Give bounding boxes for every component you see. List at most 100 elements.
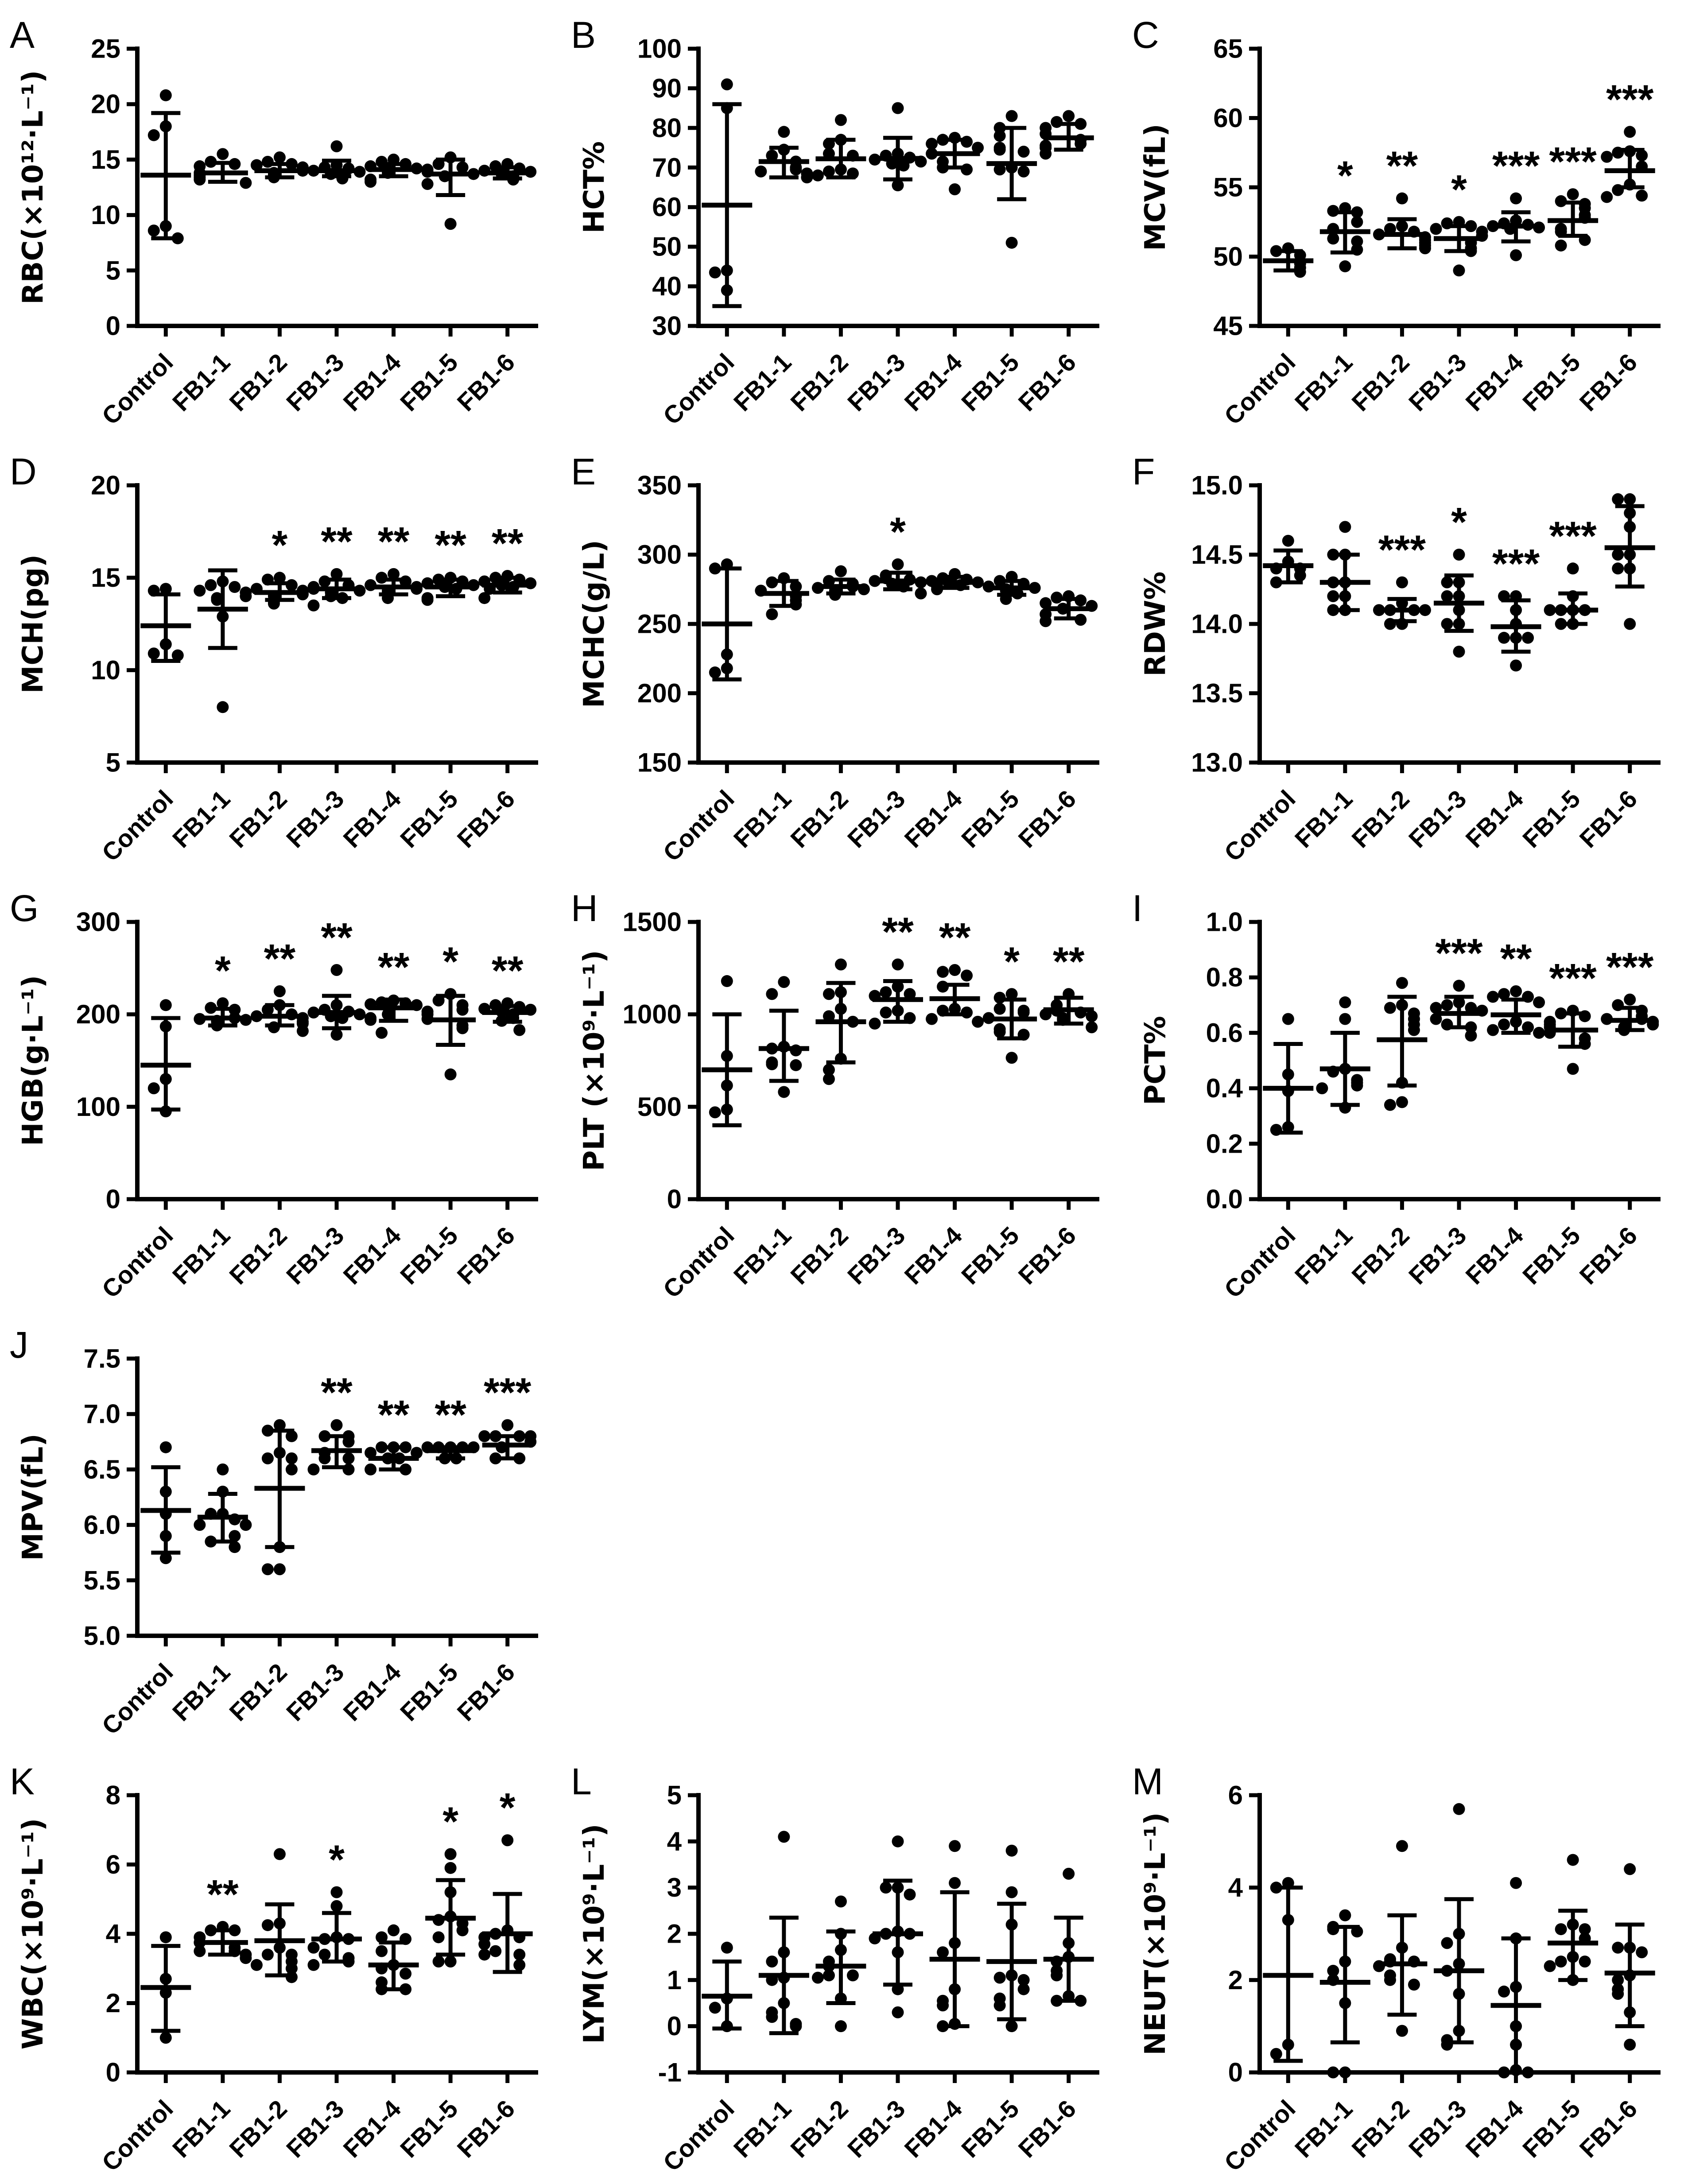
significance-stars: *** [1549, 139, 1597, 185]
error-bar [873, 570, 923, 592]
y-tick-label: 0 [667, 2011, 682, 2041]
panel-d: D 5 10 15 20 MCH(pg) Control FB1-1 FB1-2 FB1-3 FB1… [0, 437, 561, 873]
data-point [1396, 576, 1408, 589]
panel-letter: K [10, 1761, 35, 1802]
group-FB1-2: *** [1373, 527, 1431, 630]
y-axis-ticks: 0.0 0.2 0.4 0.6 0.8 1.0 [1206, 907, 1260, 1214]
significance-stars: ** [321, 1370, 353, 1415]
x-tick-label: FB1-2 [1346, 785, 1415, 853]
significance-stars: *** [1492, 143, 1540, 189]
error-bar [758, 146, 809, 180]
significance-stars: ** [264, 937, 296, 982]
x-tick-label: FB1-1 [728, 2095, 797, 2163]
significance-stars: ** [435, 1392, 466, 1437]
error-bar [1434, 573, 1484, 633]
error-bar [986, 1901, 1037, 2021]
data-point [376, 1931, 388, 1944]
group-FB1-1 [194, 568, 252, 713]
data-point [240, 177, 252, 189]
y-tick-label: 150 [637, 748, 682, 778]
y-tick-label: 40 [652, 271, 682, 301]
group-FB1-2: ** [250, 937, 309, 1037]
data-point [444, 218, 457, 230]
error-bar [702, 1959, 753, 2031]
x-tick-label: FB1-3 [281, 785, 349, 853]
y-tick-label: 6 [1228, 1781, 1243, 1810]
group-FB1-2 [811, 114, 866, 182]
data-point [949, 1840, 961, 1852]
data-point [1624, 1863, 1636, 1875]
data-point [766, 149, 778, 162]
group-FB1-3 [869, 102, 927, 192]
data-point [444, 1956, 457, 1968]
data-point [159, 999, 172, 1011]
group-Control [1263, 1013, 1314, 1136]
data-point [1316, 1082, 1328, 1095]
data-point [1419, 242, 1431, 255]
group-Control [702, 78, 753, 308]
group-FB1-5 [986, 110, 1037, 249]
error-bar [482, 1434, 533, 1460]
data-point [159, 1441, 172, 1453]
y-axis-ticks: 0 5 10 15 20 25 [91, 34, 137, 341]
error-bar [1043, 122, 1094, 152]
x-tick-label: FB1-2 [224, 1658, 292, 1727]
y-tick-label: 15 [91, 563, 120, 592]
data-point [1339, 1013, 1351, 1025]
significance-stars: ** [1500, 937, 1532, 982]
data-point [1624, 126, 1636, 138]
panel-e: E 150 200 250 300 350 MCHC(g/L) Control FB1-1 FB1… [561, 437, 1122, 873]
data-point [1510, 659, 1522, 672]
chart-panel-F: F13.013.514.014.515.0RDW%ControlFB1-1FB1… [1132, 451, 1661, 867]
group-FB1-1 [758, 1831, 809, 2035]
chart-panel-K: K02468WBC(×10⁹·L⁻¹)ControlFB1-1FB1-2FB1-… [10, 1761, 538, 2176]
y-tick-label: 4 [1228, 1873, 1243, 1902]
panel-h: H 0 500 1000 1500 PLT (×10⁹·L⁻¹) Control FB1-1 F… [561, 873, 1122, 1310]
data-point [937, 1999, 949, 2012]
group-Control [140, 1441, 191, 1564]
data-point [778, 1086, 790, 1098]
x-tick-label: FB1-3 [281, 1221, 349, 1290]
y-axis-title: MCH(pg) [17, 554, 50, 693]
data-point [846, 1969, 859, 1982]
panel-letter: J [10, 1324, 28, 1366]
x-tick-label: FB1-3 [1403, 2095, 1472, 2163]
error-bar [986, 997, 1037, 1041]
significance-stars: ** [321, 519, 353, 564]
error-bar [254, 1429, 305, 1549]
error-bar [1604, 147, 1655, 190]
error-bar [368, 1940, 419, 1991]
error-bar [1263, 249, 1314, 273]
significance-stars: * [500, 1785, 516, 1831]
data-point [1327, 590, 1339, 602]
y-tick-label: 6.5 [84, 1455, 120, 1484]
data-point [1005, 1052, 1018, 1064]
panel-letter: A [10, 14, 35, 56]
x-tick-label: FB1-1 [728, 348, 797, 417]
data-point [1612, 1974, 1624, 1986]
error-bar [140, 1944, 191, 2033]
y-axis-title: MPV(fL) [17, 1433, 50, 1561]
group-FB1-3 [307, 140, 366, 185]
significance-stars: * [272, 523, 288, 568]
data-point [217, 1463, 229, 1475]
error-bar [197, 1007, 248, 1028]
data-point [1327, 2066, 1339, 2079]
group-FB1-3: * [1434, 500, 1484, 658]
group-FB1-6 [1043, 1867, 1094, 2007]
y-axis-ticks: 5.0 5.5 6.0 6.5 7.0 7.5 [84, 1344, 137, 1651]
data-point [432, 1956, 445, 1968]
error-bar [1548, 200, 1599, 238]
data-point [1544, 1960, 1556, 1972]
data-point [1327, 232, 1339, 245]
error-bar [758, 579, 809, 608]
y-axis-title: PCT% [1139, 1016, 1172, 1105]
x-tick-label: FB1-4 [1460, 785, 1529, 853]
data-point [285, 1430, 298, 1442]
x-tick-label: Control [96, 2095, 178, 2176]
y-tick-label: 3 [667, 1873, 682, 1902]
data-point [194, 173, 206, 186]
